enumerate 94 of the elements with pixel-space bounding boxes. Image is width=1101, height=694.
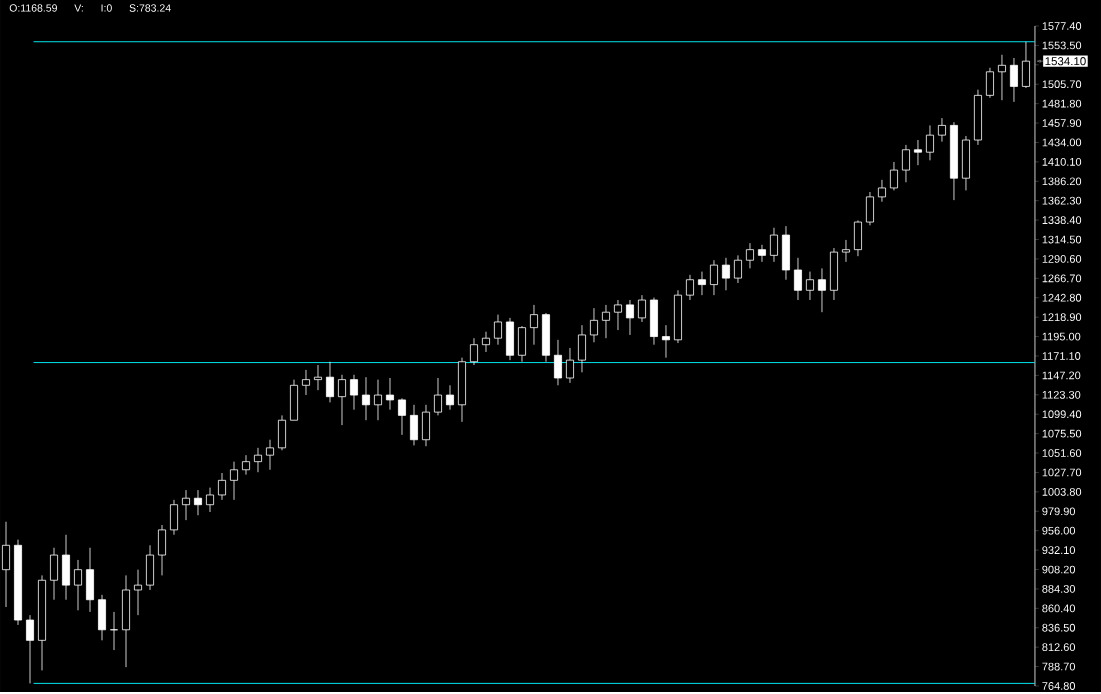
candlestick (601, 304, 610, 339)
candlestick (242, 454, 250, 476)
candlestick (565, 347, 574, 384)
y-tick-label: 1410.10 (1042, 158, 1082, 166)
candlestick (937, 117, 946, 143)
candlestick (697, 271, 706, 296)
candlestick (589, 307, 598, 343)
y-tick-label: 932.10 (1042, 546, 1076, 555)
candlestick (805, 271, 814, 301)
candlestick (733, 255, 742, 284)
text: S:783.24 (129, 4, 171, 12)
y-tick-label: 1266.70 (1042, 274, 1082, 283)
candlestick (206, 487, 214, 513)
y-tick-label: 979.90 (1042, 507, 1076, 516)
candlestick (1009, 57, 1018, 103)
candlestick (817, 268, 826, 313)
text: 1534.10 (1045, 57, 1086, 66)
candlestick (661, 325, 670, 359)
candlestick (913, 139, 922, 166)
y-tick-label: 1577.40 (1042, 22, 1082, 31)
y-tick-label: 1434.00 (1042, 138, 1082, 147)
y-tick-label: 764.80 (1042, 682, 1076, 691)
candlestick (925, 125, 934, 161)
y-tick-label: 1147.20 (1042, 371, 1081, 380)
text: V: (74, 4, 83, 12)
candlestick (481, 331, 490, 353)
candlestick (337, 374, 346, 426)
candlestick (769, 227, 778, 263)
candlestick (841, 239, 850, 263)
y-tick-label: 884.30 (1042, 585, 1076, 594)
candlestick (230, 461, 238, 501)
candlestick (26, 614, 35, 685)
candlestick (134, 569, 142, 616)
candlestick (349, 374, 358, 411)
candlestick (182, 489, 190, 521)
candlestick (373, 379, 382, 421)
y-tick-label: 1481.80 (1042, 99, 1082, 108)
y-tick-label: 860.40 (1042, 604, 1076, 613)
y-tick-label: 1386.20 (1042, 177, 1082, 186)
candlestick (325, 361, 334, 403)
y-tick-label: 1171.10 (1042, 352, 1081, 361)
y-tick-label: 812.60 (1042, 643, 1076, 652)
candlestick (709, 260, 718, 296)
y-tick-label: 1218.90 (1042, 313, 1082, 322)
y-tick-label: 1457.90 (1042, 119, 1082, 128)
candlestick (625, 299, 634, 336)
candlestick (218, 472, 226, 501)
y-tick-label: 1027.70 (1042, 468, 1082, 477)
text: I:0 (101, 4, 112, 12)
candlestick (985, 67, 994, 99)
y-tick-label: 1553.50 (1042, 41, 1082, 50)
candlestick (433, 377, 442, 416)
candlestick (385, 377, 394, 411)
candlestick (877, 179, 886, 203)
y-tick-label: 1505.70 (1042, 80, 1082, 89)
candlestick (901, 144, 910, 183)
y-tick-label: 1099.40 (1042, 410, 1082, 419)
candlestick (553, 339, 562, 386)
candlestick (721, 257, 730, 291)
y-tick-label: 1242.80 (1042, 294, 1082, 302)
candlestick (194, 489, 202, 516)
candlestick (637, 294, 646, 323)
candlestick (889, 161, 898, 191)
text: O:1168.59 (9, 4, 57, 12)
y-tick-label: 1195.00 (1042, 332, 1081, 341)
y-tick-label: 1075.50 (1042, 429, 1082, 438)
candlestick (301, 369, 310, 396)
y-tick-label: 1314.50 (1042, 235, 1082, 244)
y-tick-label: 1290.60 (1042, 255, 1082, 264)
candlestick (361, 377, 370, 421)
y-tick-label: 1338.40 (1042, 216, 1082, 225)
y-tick-label: 908.20 (1042, 565, 1076, 574)
candlestick (493, 314, 502, 346)
candlestick (469, 338, 478, 366)
candlestick (445, 385, 454, 411)
y-tick-label: 836.50 (1042, 624, 1076, 632)
candlestick (74, 559, 83, 611)
candlestick (613, 299, 622, 331)
y-tick-label: 1003.80 (1042, 488, 1082, 496)
y-tick-label: 956.00 (1042, 527, 1076, 535)
candlestick (254, 447, 262, 473)
candlestick (757, 244, 766, 263)
candlestick (529, 304, 538, 346)
candlestick (997, 54, 1006, 101)
y-tick-label: 1123.30 (1042, 391, 1081, 399)
candlestick (685, 274, 694, 301)
y-tick-label: 788.70 (1042, 662, 1076, 671)
y-tick-label: 1362.30 (1042, 197, 1082, 205)
candlestick (266, 439, 274, 471)
candlestick (397, 398, 406, 436)
candlestick (313, 364, 322, 391)
candlestick (745, 242, 754, 269)
candlestick (793, 257, 802, 301)
y-tick-label: 1051.60 (1042, 449, 1082, 458)
